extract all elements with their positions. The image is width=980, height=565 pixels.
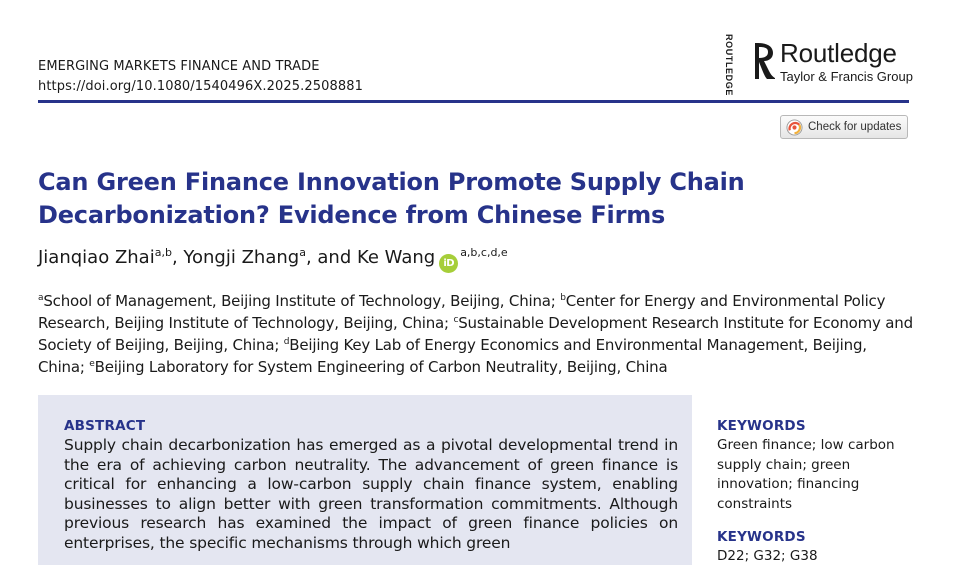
author-name[interactable]: Jianqiao Zhai [38, 247, 155, 268]
author-affiliation-sup: a [299, 246, 306, 259]
jel-keywords-heading: KEYWORDS [717, 529, 806, 545]
routledge-r-icon [755, 43, 775, 79]
check-updates-icon [786, 118, 803, 136]
abstract-panel [38, 395, 692, 565]
abstract-heading: ABSTRACT [64, 418, 146, 434]
keywords-heading: KEYWORDS [717, 418, 806, 434]
affiliation-text: Sustainable Development Research Institu… [38, 314, 913, 354]
publisher-name: Routledge [780, 38, 897, 68]
jel-keywords-text: D22; G32; G38 [717, 548, 818, 564]
affiliations: aSchool of Management, Beijing Institute… [38, 290, 913, 378]
affiliation-sup: d [283, 337, 290, 347]
affiliation-text: School of Management, Beijing Institute … [43, 292, 561, 310]
affiliation-text: Beijing Key Lab of Energy Economics and … [38, 336, 867, 376]
publisher-vertical-label: ROUTLEDGE [724, 34, 734, 96]
author-affiliation-sup: a,b,c,d,e [460, 246, 508, 259]
journal-header: EMERGING MARKETS FINANCE AND TRADE https… [38, 57, 363, 97]
orcid-icon[interactable]: iD [439, 254, 459, 273]
affiliation-text: Center for Energy and Environmental Poli… [38, 292, 886, 332]
check-updates-label: Check for updates [808, 121, 902, 133]
publisher-group: Taylor & Francis Group [780, 69, 913, 84]
affiliation-sup: a [38, 293, 44, 303]
author-affiliation-sup: a,b [154, 246, 172, 259]
affiliation-text: Beijing Laboratory for System Engineerin… [94, 358, 668, 376]
affiliation-sup: e [89, 359, 95, 369]
affiliation-sup: c [453, 315, 459, 325]
author-name[interactable]: Ke Wang [356, 247, 436, 268]
abstract-text: Supply chain decarbonization has emerged… [64, 436, 678, 552]
author-separator: , [171, 247, 184, 268]
journal-name: EMERGING MARKETS FINANCE AND TRADE [38, 59, 320, 74]
check-for-updates-button[interactable]: Check for updates [780, 115, 908, 139]
affiliation-sup: b [560, 293, 566, 303]
author-separator: , and [305, 247, 357, 268]
article-title: Can Green Finance Innovation Promote Sup… [38, 168, 745, 229]
publisher-logo: ROUTLEDGE Routledge Taylor & Francis Gro… [720, 34, 920, 96]
author-list: Jianqiao Zhaia,b, Yongji Zhanga, and Ke … [38, 246, 508, 273]
keywords-text: Green finance; low carbon supply chain; … [717, 437, 895, 512]
doi-link[interactable]: https://doi.org/10.1080/1540496X.2025.25… [38, 79, 363, 94]
author-name[interactable]: Yongji Zhang [183, 247, 300, 268]
header-rule [38, 100, 909, 103]
